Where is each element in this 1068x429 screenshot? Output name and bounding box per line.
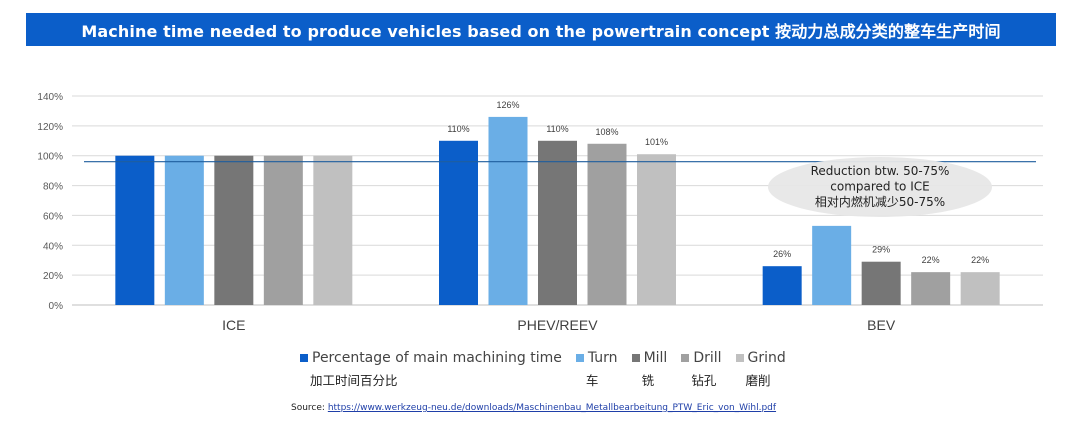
- legend-label-cn: 磨削: [745, 373, 771, 388]
- legend-label-cn: 加工时间百分比: [310, 373, 398, 388]
- x-category-label: ICE: [222, 317, 245, 333]
- data-label: 108%: [595, 127, 618, 137]
- legend-swatch: [681, 354, 690, 362]
- legend-label: Turn: [587, 350, 618, 366]
- y-tick-label: 100%: [37, 152, 63, 163]
- bar: [637, 154, 676, 305]
- legend-swatch: [735, 354, 744, 362]
- legend-label-cn: 车: [585, 373, 599, 388]
- y-tick-label: 0%: [49, 301, 64, 312]
- data-label: 101%: [645, 137, 668, 147]
- data-label: 22%: [971, 255, 989, 265]
- bar: [861, 261, 901, 305]
- legend-label: Percentage of main machining time: [312, 350, 562, 366]
- data-label: 110%: [546, 124, 568, 134]
- bar: [960, 272, 1000, 305]
- x-category-label: PHEV/REEV: [517, 317, 598, 333]
- bar: [762, 266, 802, 305]
- legend-label-cn: 钻孔: [691, 373, 717, 388]
- legend-label: Grind: [747, 350, 786, 366]
- data-label: 110%: [447, 124, 469, 134]
- data-label: 26%: [773, 249, 791, 259]
- source-label: Source:: [291, 403, 325, 413]
- source-note: Source: https://www.werkzeug-neu.de/down…: [291, 403, 776, 413]
- y-tick-label: 20%: [43, 271, 63, 282]
- bar: [812, 225, 852, 305]
- bar: [911, 272, 951, 305]
- chart-title: Machine time needed to produce vehicles …: [26, 13, 1056, 46]
- bar: [263, 155, 303, 305]
- legend-item: Mill 铣: [631, 350, 668, 389]
- annotation-text: 相对内燃机减少50-75%: [815, 194, 945, 209]
- x-category-label: BEV: [867, 317, 896, 333]
- legend-item: Turn 车: [575, 350, 618, 389]
- legend-item: Grind 磨削: [735, 350, 786, 389]
- y-tick-label: 60%: [43, 211, 63, 222]
- y-tick-label: 40%: [43, 241, 63, 252]
- chart-legend: Percentage of main machining time 加工时间百分比…: [300, 350, 786, 389]
- legend-swatch: [300, 354, 308, 362]
- legend-swatch: [631, 354, 640, 362]
- bar: [538, 140, 577, 305]
- annotation-text: compared to ICE: [830, 180, 929, 194]
- bar: [115, 155, 155, 305]
- bar: [164, 155, 204, 305]
- bar: [214, 155, 254, 305]
- legend-label-cn: 铣: [641, 373, 655, 388]
- legend-item: Drill 钻孔: [681, 350, 722, 389]
- data-label: 22%: [922, 255, 940, 265]
- bar: [439, 140, 478, 305]
- bar: [587, 143, 627, 305]
- y-tick-label: 80%: [43, 182, 63, 193]
- annotation-bubble: [768, 157, 992, 217]
- legend-swatch: [575, 354, 584, 362]
- legend-label: Mill: [643, 350, 668, 366]
- bar: [488, 116, 528, 306]
- legend-label: Drill: [693, 350, 722, 366]
- source-link[interactable]: https://www.werkzeug-neu.de/downloads/Ma…: [327, 403, 777, 413]
- y-tick-label: 140%: [37, 92, 63, 103]
- bar: [313, 155, 353, 305]
- data-label: 29%: [872, 245, 890, 255]
- data-label: 126%: [496, 100, 519, 110]
- annotation-text: Reduction btw. 50-75%: [811, 164, 950, 178]
- y-tick-label: 120%: [37, 122, 63, 133]
- legend-item: Percentage of main machining time 加工时间百分比: [300, 350, 562, 389]
